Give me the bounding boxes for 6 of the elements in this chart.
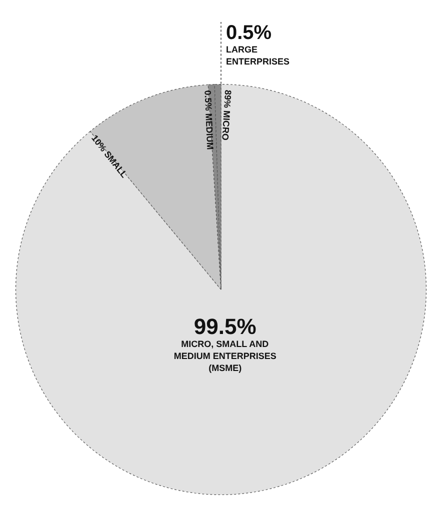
text: MICRO, SMALL AND MEDIUM ENTERPRISES (MSME)	[174, 338, 276, 373]
slice-label: 0.5% MEDIUM	[202, 90, 216, 150]
data-label: 0.5%	[226, 22, 272, 44]
slice-label: LARGE ENTERPRISES	[226, 44, 290, 67]
text: 99.5%	[194, 314, 256, 340]
slice-label: 89% MICRO	[220, 90, 234, 141]
